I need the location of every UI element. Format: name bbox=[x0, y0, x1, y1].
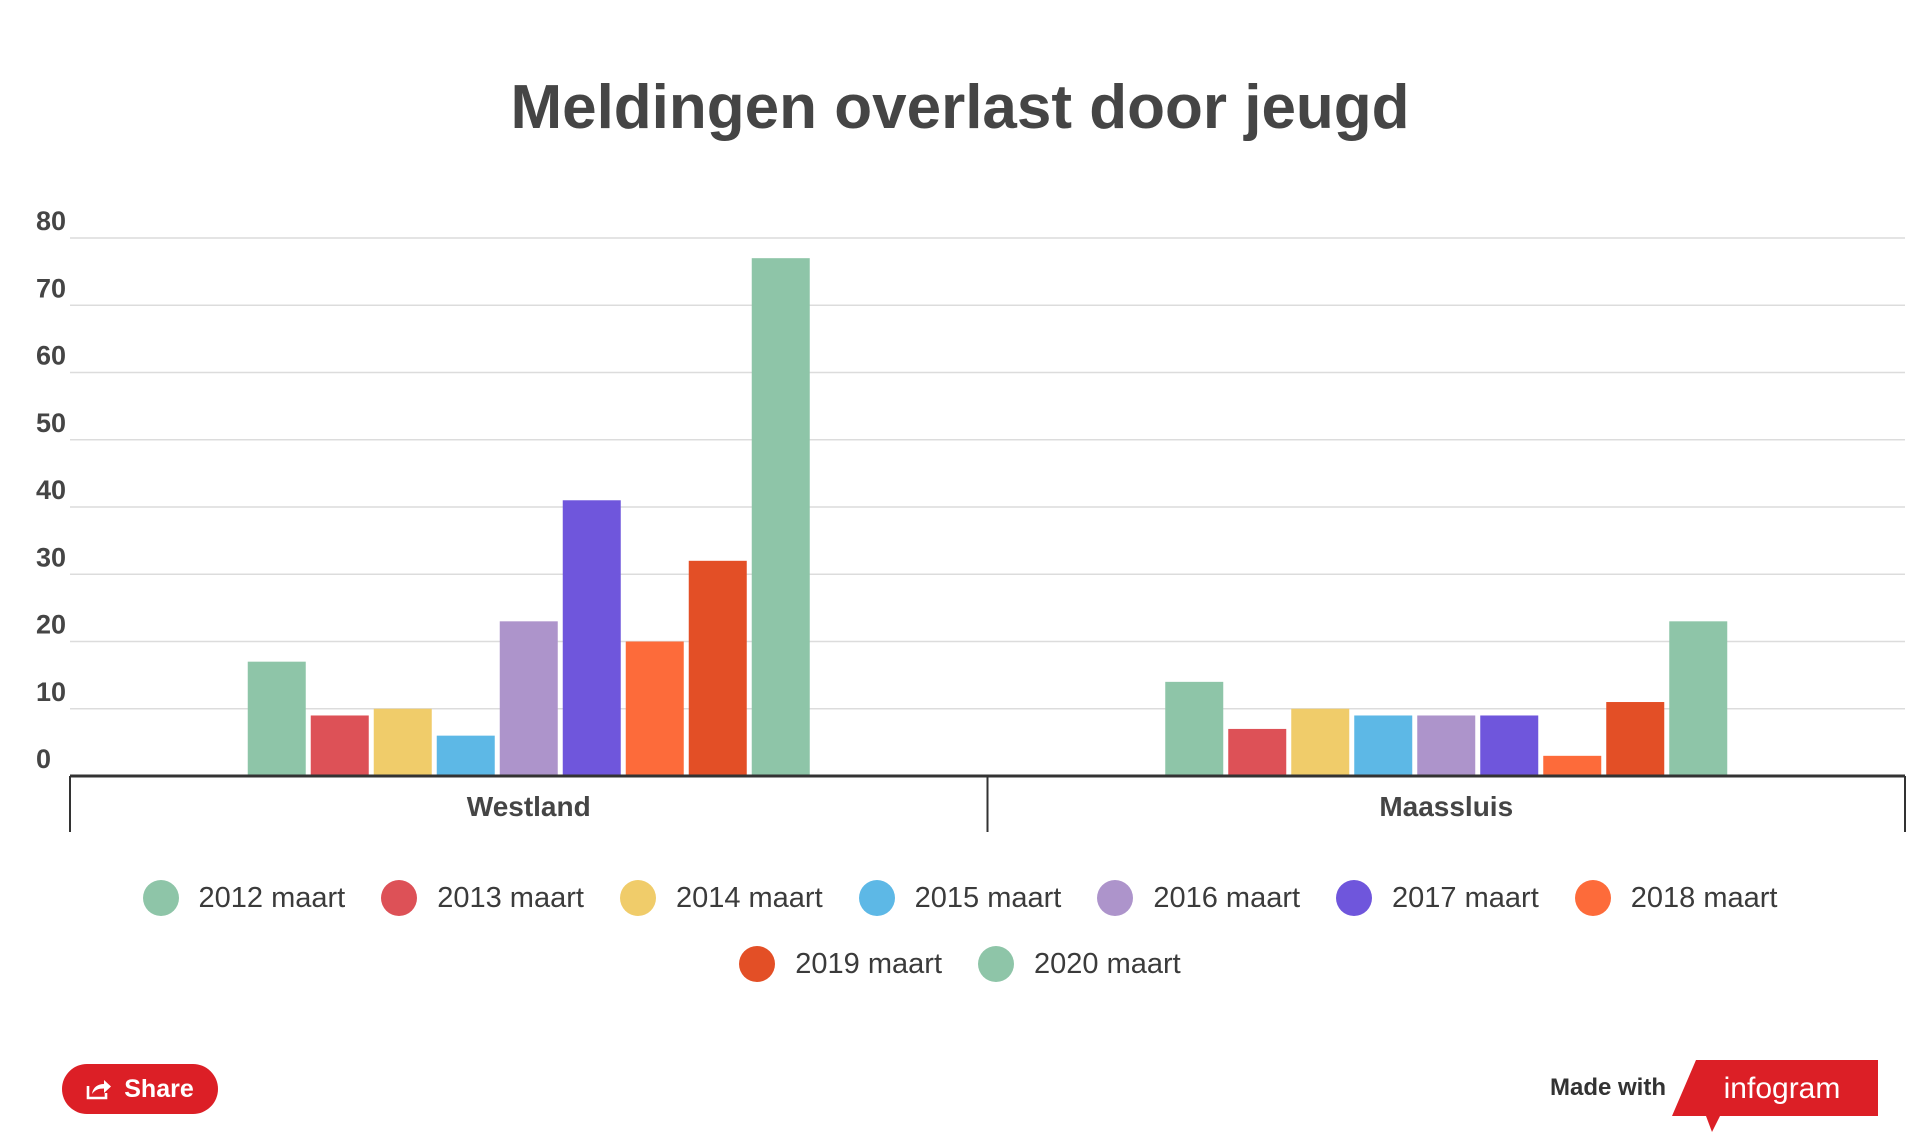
grid-lines bbox=[70, 237, 1905, 710]
bar[interactable] bbox=[499, 621, 558, 776]
bar[interactable] bbox=[1291, 708, 1350, 776]
legend-swatch bbox=[978, 946, 1014, 982]
share-label: Share bbox=[124, 1074, 194, 1103]
bar[interactable] bbox=[1480, 715, 1539, 776]
bar[interactable] bbox=[436, 735, 495, 776]
legend-swatch bbox=[619, 880, 656, 916]
bar[interactable] bbox=[625, 641, 684, 777]
legend-swatch bbox=[1574, 880, 1611, 916]
legend-label: 2019 maart bbox=[795, 947, 942, 980]
legend-label: 2012 maart bbox=[198, 881, 346, 914]
chart-title: Meldingen overlast door jeugd bbox=[510, 73, 1410, 142]
x-tick-label: Westland bbox=[467, 791, 591, 822]
legend-label: 2015 maart bbox=[914, 881, 1062, 914]
legend-label: 2020 maart bbox=[1034, 947, 1181, 980]
bar[interactable] bbox=[310, 715, 369, 776]
legend-item[interactable]: 2015 maart bbox=[858, 880, 1062, 916]
bar[interactable] bbox=[1669, 621, 1728, 776]
bar[interactable] bbox=[1417, 715, 1476, 776]
legend-swatch bbox=[1336, 880, 1373, 916]
legend-swatch bbox=[858, 880, 895, 916]
bar[interactable] bbox=[1165, 681, 1224, 776]
legend-swatch bbox=[739, 946, 776, 982]
legend-item[interactable]: 2017 maart bbox=[1336, 880, 1539, 916]
bar[interactable] bbox=[562, 500, 621, 776]
share-icon bbox=[86, 1080, 112, 1100]
bar[interactable] bbox=[1354, 715, 1413, 776]
bar-chart: 0 10 20 30 40 50 60 70 80 Westland Maassluis bbox=[36, 206, 1906, 832]
legend: 2012 maart 2013 maart 2014 maart 2015 maart… bbox=[40, 880, 1880, 982]
y-tick-label: 10 bbox=[36, 677, 66, 707]
bar[interactable] bbox=[1606, 702, 1665, 776]
y-tick-label: 50 bbox=[36, 408, 66, 438]
bars bbox=[247, 258, 1728, 777]
legend-label: 2018 maart bbox=[1630, 881, 1778, 914]
x-tick-label: Maassluis bbox=[1379, 791, 1513, 822]
legend-item[interactable]: 2019 maart bbox=[739, 946, 942, 982]
y-tick-label: 20 bbox=[36, 610, 66, 640]
bar[interactable] bbox=[247, 661, 306, 776]
share-button[interactable]: Share bbox=[62, 1064, 218, 1114]
legend-swatch bbox=[381, 880, 418, 916]
y-tick-label: 0 bbox=[36, 744, 51, 774]
legend-label: 2016 maart bbox=[1153, 881, 1301, 914]
legend-item[interactable]: 2020 maart bbox=[978, 946, 1181, 982]
legend-label: 2014 maart bbox=[675, 881, 823, 914]
x-axis: Westland Maassluis bbox=[69, 774, 1906, 832]
y-axis-ticks: 0 10 20 30 40 50 60 70 80 bbox=[36, 206, 66, 774]
legend-swatch bbox=[1097, 880, 1134, 916]
legend-label: 2017 maart bbox=[1392, 881, 1539, 914]
legend-item[interactable]: 2014 maart bbox=[619, 880, 823, 916]
bar[interactable] bbox=[1543, 755, 1602, 776]
bar[interactable] bbox=[688, 560, 747, 776]
legend-label: 2013 maart bbox=[437, 881, 584, 914]
bar[interactable] bbox=[1228, 728, 1287, 776]
made-with-text: Made with bbox=[1550, 1074, 1667, 1101]
y-tick-label: 30 bbox=[36, 542, 66, 572]
infogram-brand-text: infogram bbox=[1724, 1072, 1841, 1105]
bar[interactable] bbox=[751, 258, 810, 776]
y-tick-label: 80 bbox=[36, 206, 66, 236]
y-tick-label: 70 bbox=[36, 273, 66, 303]
y-tick-label: 40 bbox=[36, 475, 66, 505]
y-tick-label: 60 bbox=[36, 341, 66, 371]
legend-item[interactable]: 2012 maart bbox=[142, 880, 346, 916]
legend-item[interactable]: 2013 maart bbox=[381, 880, 584, 916]
legend-item[interactable]: 2018 maart bbox=[1574, 880, 1778, 916]
legend-swatch bbox=[142, 880, 179, 916]
bar[interactable] bbox=[373, 708, 432, 776]
infogram-logo[interactable]: infogram bbox=[1672, 1060, 1878, 1134]
legend-item[interactable]: 2016 maart bbox=[1097, 880, 1300, 916]
